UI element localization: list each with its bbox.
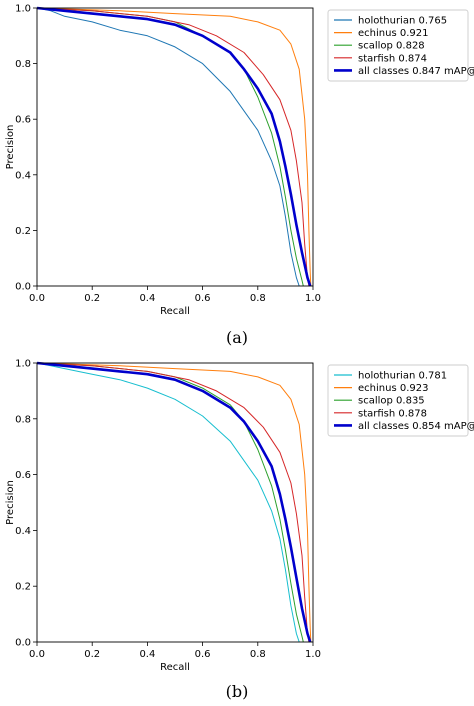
y-tick-label: 0.0 — [15, 638, 31, 649]
legend-label: starfish 0.874 — [358, 53, 427, 64]
y-tick-label: 0.8 — [15, 414, 31, 425]
legend-label: holothurian 0.765 — [358, 16, 447, 27]
legend-box — [327, 9, 469, 82]
pr-curve-4 — [36, 7, 310, 287]
y-axis-label: Precision — [5, 480, 16, 525]
pr-curve-2 — [36, 362, 312, 643]
pr-curve-5 — [36, 6, 312, 287]
x-tick-label: 0.0 — [29, 649, 45, 660]
panel-caption: (b) — [226, 682, 249, 701]
x-tick-label: 0.4 — [139, 649, 155, 660]
y-tick-label: 0.6 — [15, 115, 31, 126]
legend-label: holothurian 0.781 — [358, 371, 447, 382]
y-tick-label: 0.4 — [15, 170, 31, 181]
chart-panel-a: 0.0 0.2 0.4 0.6 0.8 1.0 0.0 0.2 0.4 0.6 0.8 1.0 Reca… — [5, 4, 474, 348]
pr-curve-3 — [36, 362, 304, 643]
legend-label: all classes 0.847 mAP@0.5 — [358, 66, 474, 77]
pr-curve-4 — [36, 362, 310, 643]
legend-label: echinus 0.923 — [358, 383, 428, 394]
y-tick-label: 0.4 — [15, 526, 31, 537]
x-tick-label: 0.8 — [250, 649, 266, 660]
y-tick-label: 1.0 — [15, 359, 31, 370]
x-axis-label: Recall — [160, 306, 190, 317]
plot-frame — [36, 362, 314, 643]
x-tick-label: 1.0 — [305, 649, 321, 660]
x-tick-label: 0.4 — [139, 293, 155, 304]
pr-curve-3 — [36, 7, 304, 287]
y-tick-label: 0.8 — [15, 59, 31, 70]
y-tick-label: 0.2 — [15, 226, 31, 237]
x-tick-label: 0.2 — [84, 293, 100, 304]
legend-label: starfish 0.878 — [358, 408, 427, 419]
y-tick-label: 0.0 — [15, 282, 31, 293]
panel-caption: (a) — [226, 328, 248, 347]
legend-label: scallop 0.835 — [358, 396, 425, 407]
x-tick-label: 0.2 — [84, 649, 100, 660]
x-tick-label: 0.6 — [195, 293, 211, 304]
x-tick-label: 0.6 — [195, 649, 211, 660]
pr-curve-2 — [36, 7, 312, 287]
x-tick-label: 0.0 — [29, 293, 45, 304]
y-tick-label: 0.2 — [15, 582, 31, 593]
x-axis-label: Recall — [160, 662, 190, 673]
legend-label: all classes 0.854 mAP@0.5 — [358, 421, 474, 432]
y-tick-label: 1.0 — [15, 4, 31, 15]
pr-curve-1 — [36, 7, 300, 287]
pr-curve-5 — [36, 361, 312, 643]
pr-curve-1 — [36, 362, 300, 643]
y-axis-label: Precision — [5, 125, 16, 170]
legend-label: echinus 0.921 — [358, 28, 428, 39]
chart-panel-b: 0.0 0.2 0.4 0.6 0.8 1.0 0.0 0.2 0.4 0.6 0.8 1.0 Reca… — [5, 359, 474, 702]
legend-box — [327, 364, 469, 437]
y-tick-label: 0.6 — [15, 470, 31, 481]
legend-label: scallop 0.828 — [358, 41, 425, 52]
x-tick-label: 1.0 — [305, 293, 321, 304]
plot-frame — [36, 7, 314, 287]
x-tick-label: 0.8 — [250, 293, 266, 304]
